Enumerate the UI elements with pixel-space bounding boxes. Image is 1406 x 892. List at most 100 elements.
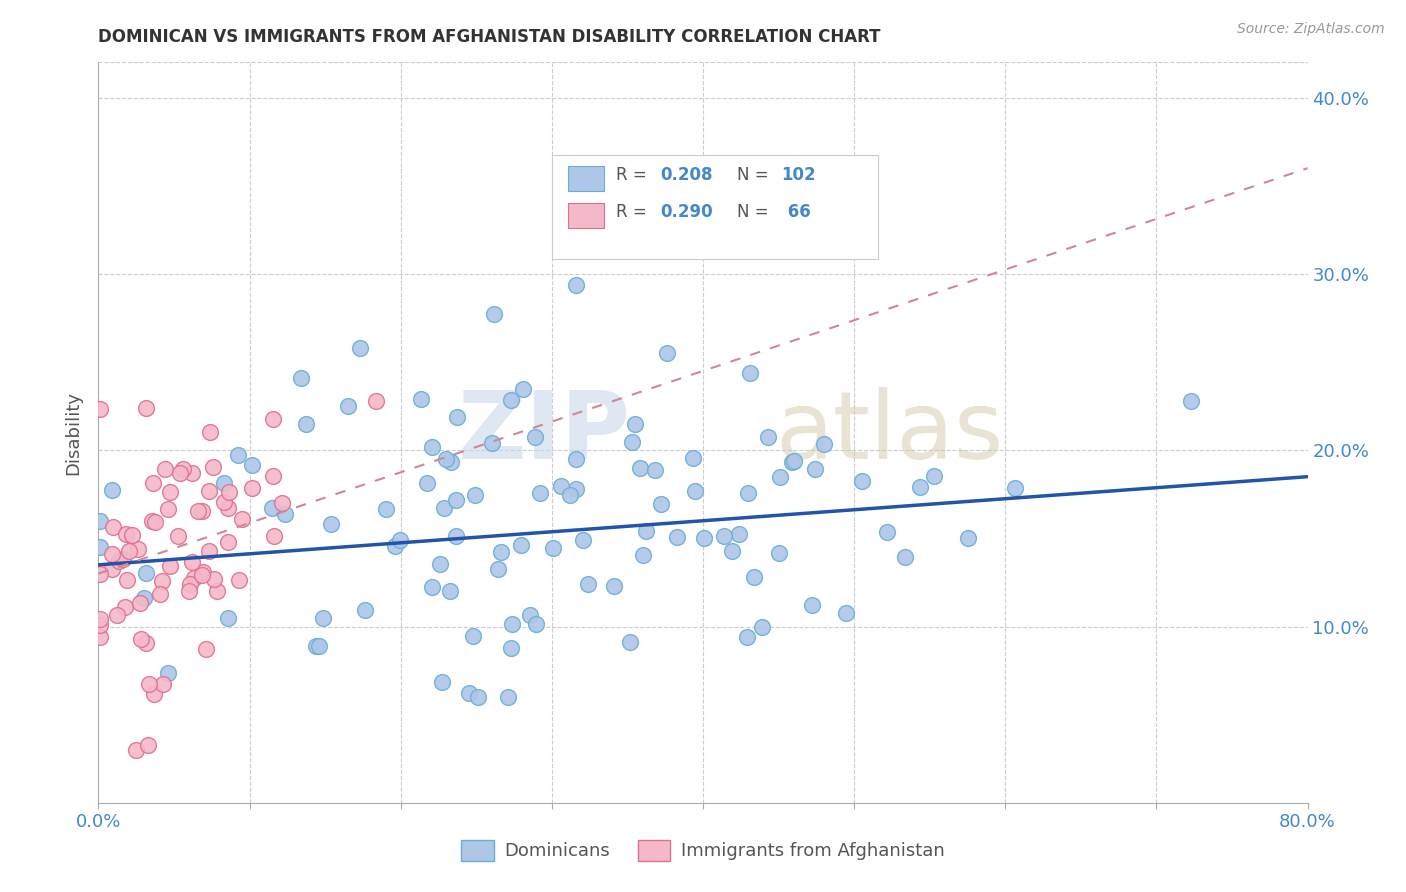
Point bbox=[558, 487, 581, 501]
Point bbox=[894, 549, 917, 564]
Point bbox=[198, 425, 221, 439]
Point bbox=[179, 584, 201, 599]
Point bbox=[89, 514, 111, 528]
Point bbox=[198, 544, 221, 558]
Point bbox=[446, 409, 468, 424]
Point bbox=[461, 628, 484, 642]
Point bbox=[631, 548, 654, 562]
Point bbox=[737, 486, 759, 500]
Point bbox=[228, 573, 250, 587]
Point bbox=[89, 540, 111, 554]
Point bbox=[464, 488, 486, 502]
Text: 102: 102 bbox=[782, 166, 817, 184]
Point bbox=[207, 583, 229, 598]
Point bbox=[510, 537, 533, 551]
Point bbox=[411, 392, 433, 407]
Point bbox=[524, 616, 547, 631]
Point bbox=[922, 469, 945, 483]
Point bbox=[212, 495, 235, 509]
Point bbox=[231, 511, 253, 525]
Point bbox=[444, 529, 467, 543]
Point bbox=[430, 675, 453, 690]
Point bbox=[650, 497, 672, 511]
Point bbox=[1004, 481, 1026, 495]
Point bbox=[181, 555, 204, 569]
Point bbox=[496, 690, 519, 704]
Point bbox=[908, 480, 931, 494]
Point bbox=[226, 449, 249, 463]
Point bbox=[214, 475, 236, 490]
Point bbox=[141, 514, 163, 528]
Point bbox=[683, 483, 706, 498]
Point bbox=[89, 612, 111, 626]
Point bbox=[179, 577, 201, 591]
Point bbox=[336, 400, 359, 414]
Point bbox=[312, 611, 335, 625]
Point bbox=[720, 544, 742, 558]
Point bbox=[295, 417, 318, 431]
Point bbox=[217, 535, 239, 549]
Text: 0.290: 0.290 bbox=[661, 203, 713, 221]
Point bbox=[262, 501, 284, 516]
Point bbox=[876, 525, 898, 540]
Point bbox=[89, 567, 111, 582]
Point bbox=[141, 476, 163, 491]
Point bbox=[89, 618, 111, 632]
Point bbox=[134, 591, 156, 606]
Point bbox=[135, 566, 157, 580]
Point bbox=[107, 607, 129, 622]
Point bbox=[439, 584, 461, 599]
Point bbox=[150, 574, 173, 589]
Point bbox=[440, 455, 463, 469]
Point bbox=[621, 434, 644, 449]
Point bbox=[135, 401, 157, 415]
Point bbox=[101, 519, 124, 533]
Bar bbox=[568, 166, 603, 191]
Point bbox=[628, 461, 651, 475]
Point bbox=[112, 551, 135, 566]
Point bbox=[364, 394, 387, 409]
Point bbox=[305, 639, 328, 653]
Point bbox=[128, 596, 150, 610]
Bar bbox=[568, 203, 603, 227]
Point bbox=[682, 451, 704, 466]
Point bbox=[262, 412, 284, 426]
Point bbox=[100, 561, 122, 575]
Text: 66: 66 bbox=[782, 203, 810, 221]
Text: atlas: atlas bbox=[776, 386, 1004, 479]
Text: R =: R = bbox=[616, 203, 652, 221]
Point bbox=[751, 620, 773, 634]
Point bbox=[101, 548, 124, 562]
Y-axis label: Disability: Disability bbox=[65, 391, 83, 475]
Point bbox=[117, 544, 139, 558]
Point bbox=[172, 461, 194, 475]
Point bbox=[142, 688, 165, 702]
Point bbox=[780, 455, 803, 469]
Point bbox=[433, 500, 456, 515]
Point bbox=[195, 641, 218, 656]
Point bbox=[187, 504, 209, 518]
Point bbox=[416, 476, 439, 491]
Point bbox=[457, 686, 479, 700]
Point bbox=[813, 437, 835, 451]
Point bbox=[152, 677, 174, 691]
Text: N =: N = bbox=[737, 166, 773, 184]
Point bbox=[240, 481, 263, 495]
Point bbox=[481, 436, 503, 450]
FancyBboxPatch shape bbox=[551, 155, 879, 259]
Point bbox=[565, 278, 588, 293]
Point bbox=[217, 501, 239, 516]
Point bbox=[692, 532, 714, 546]
Point bbox=[735, 631, 758, 645]
Point bbox=[436, 451, 458, 466]
Point bbox=[191, 565, 214, 579]
Point bbox=[956, 531, 979, 545]
Point bbox=[602, 579, 624, 593]
Point bbox=[127, 542, 149, 557]
Point bbox=[655, 346, 678, 360]
Text: DOMINICAN VS IMMIGRANTS FROM AFGHANISTAN DISABILITY CORRELATION CHART: DOMINICAN VS IMMIGRANTS FROM AFGHANISTAN… bbox=[98, 28, 882, 45]
Point bbox=[159, 485, 181, 500]
Point bbox=[489, 544, 512, 558]
Point bbox=[524, 430, 547, 444]
Point bbox=[263, 529, 285, 543]
